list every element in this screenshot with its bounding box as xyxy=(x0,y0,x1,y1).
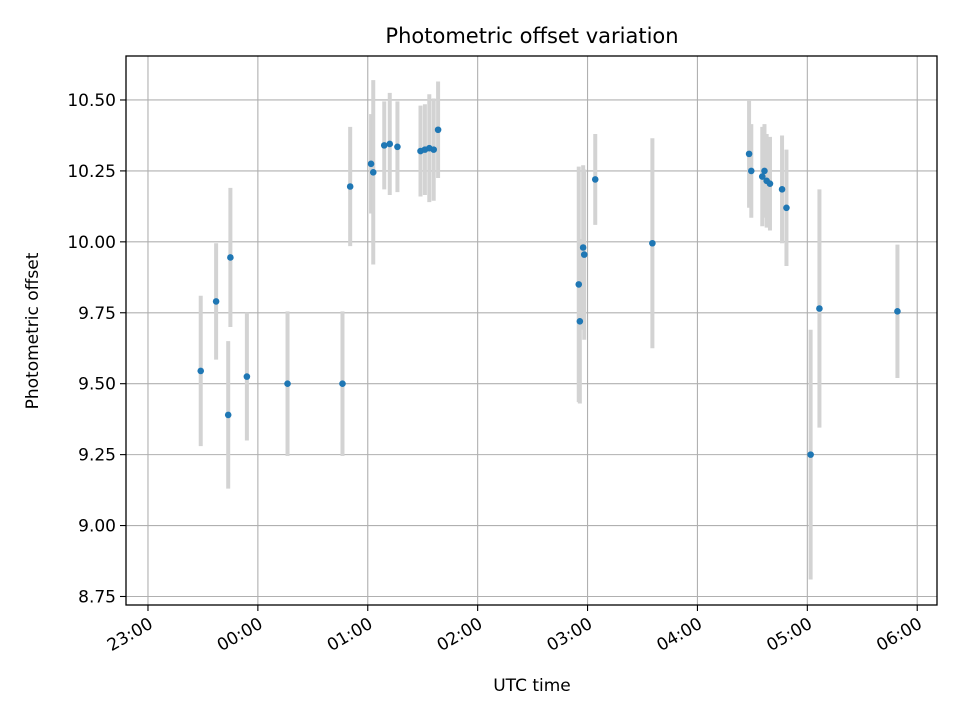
data-point xyxy=(649,239,656,247)
data-point xyxy=(346,183,354,190)
data-point xyxy=(747,167,755,175)
y-tick-label: 10.00 xyxy=(67,233,116,253)
plot-area-frame xyxy=(125,55,938,606)
data-point xyxy=(430,146,437,153)
data-point xyxy=(197,367,205,375)
data-point xyxy=(579,244,587,251)
y-tick-label: 9.50 xyxy=(78,375,116,395)
data-point xyxy=(434,126,442,134)
data-point xyxy=(591,176,599,183)
data-point xyxy=(816,305,823,312)
chart-title: Photometric offset variation xyxy=(385,24,678,48)
data-point xyxy=(580,251,588,258)
data-point xyxy=(576,317,584,325)
y-tick-label: 10.25 xyxy=(67,162,116,182)
data-point xyxy=(212,298,220,305)
x-axis-label: UTC time xyxy=(493,676,571,696)
data-point xyxy=(745,150,753,158)
data-point xyxy=(367,160,375,168)
data-point xyxy=(766,180,774,187)
data-point xyxy=(783,204,790,212)
y-tick-label: 9.25 xyxy=(78,446,116,466)
data-point xyxy=(380,142,388,149)
data-point xyxy=(339,380,346,387)
data-point xyxy=(778,186,786,193)
y-axis-label: Photometric offset xyxy=(23,252,43,409)
data-point xyxy=(394,143,401,151)
y-tick-label: 8.75 xyxy=(78,587,116,607)
y-tick-label: 9.00 xyxy=(78,517,116,537)
data-points xyxy=(197,126,901,458)
data-point xyxy=(369,169,377,176)
data-point xyxy=(386,140,394,148)
data-point xyxy=(224,411,232,419)
data-point xyxy=(575,281,583,288)
data-point xyxy=(894,308,901,315)
data-point xyxy=(227,254,234,261)
data-point xyxy=(761,167,768,175)
data-point xyxy=(243,373,251,380)
y-tick-label: 9.75 xyxy=(78,304,116,324)
data-point xyxy=(284,380,291,387)
y-tick-label: 10.50 xyxy=(67,91,116,111)
data-point xyxy=(758,173,766,180)
data-point xyxy=(807,451,814,458)
grid-lines xyxy=(126,56,937,605)
